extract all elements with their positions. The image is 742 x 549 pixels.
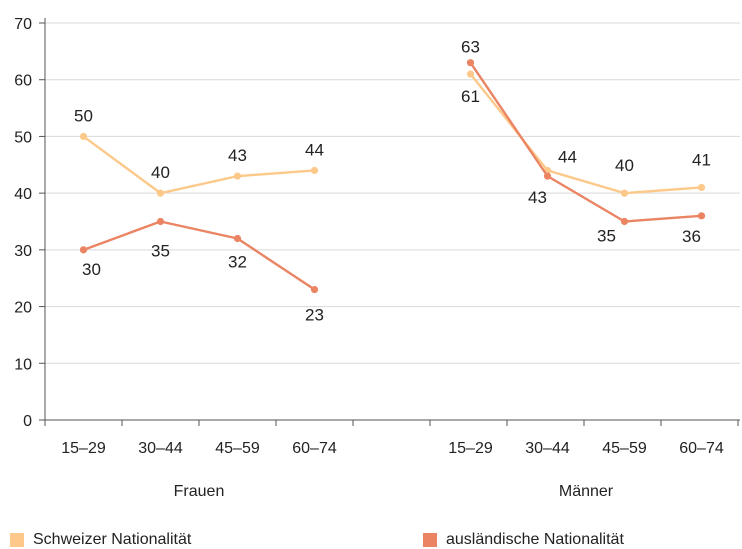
- data-label: 35: [151, 242, 170, 261]
- series-line: [469, 73, 702, 195]
- y-tick-label: 50: [14, 129, 32, 146]
- legend-label-foreign: ausländische Nationalität: [446, 531, 624, 548]
- y-tick-label: 30: [14, 243, 32, 260]
- line-chart: 0 10 20 30 40 50 60 70 15–29 30–44 45–59 60–74 Fraue…: [14, 16, 740, 500]
- data-point: [156, 189, 165, 197]
- x-tick-label: 15–29: [61, 440, 106, 457]
- x-tick-label: 45–59: [602, 440, 647, 457]
- data-point: [233, 172, 242, 180]
- data-point: [697, 212, 706, 220]
- data-label: 63: [461, 38, 480, 57]
- data-label: 61: [461, 87, 480, 106]
- data-label: 32: [228, 253, 247, 272]
- group-label: Frauen: [174, 483, 225, 500]
- series-line: [82, 135, 315, 195]
- data-point: [620, 217, 629, 226]
- data-label: 43: [228, 146, 247, 165]
- x-tick-label: 60–74: [679, 440, 724, 457]
- y-tick-label: 70: [14, 16, 32, 33]
- y-tick-label: 20: [14, 300, 32, 317]
- y-tick-label: 60: [14, 73, 32, 90]
- data-label: 30: [82, 260, 101, 279]
- series-line: [83, 220, 316, 291]
- y-tick-label: 10: [14, 356, 32, 373]
- x-tick-label: 30–44: [525, 440, 570, 457]
- y-tick-label: 40: [14, 186, 32, 203]
- data-label: 35: [597, 227, 616, 246]
- data-label: 44: [305, 140, 324, 159]
- legend-label-swiss: Schweizer Nationalität: [33, 531, 192, 548]
- data-point: [156, 217, 165, 226]
- group-label: Männer: [559, 483, 614, 500]
- series-line: [469, 62, 702, 223]
- data-label: 40: [151, 163, 170, 182]
- data-point: [310, 166, 319, 175]
- data-point: [543, 172, 552, 180]
- x-tick-label: 60–74: [292, 440, 337, 457]
- data-label: 50: [74, 106, 93, 125]
- y-tick-label: 0: [23, 413, 32, 430]
- data-point: [466, 70, 475, 78]
- data-point: [79, 132, 88, 141]
- data-point: [79, 246, 88, 254]
- x-tick-label: 30–44: [138, 440, 183, 457]
- x-tick-label: 15–29: [448, 440, 493, 457]
- x-tick-label: 45–59: [215, 440, 260, 457]
- legend-item-swiss: Schweizer Nationalität: [10, 531, 191, 549]
- data-label: 44: [558, 147, 577, 166]
- data-label: 40: [615, 156, 634, 175]
- data-label: 23: [305, 306, 324, 325]
- data-point: [310, 285, 319, 294]
- data-point: [620, 189, 629, 197]
- data-label: 43: [528, 188, 547, 207]
- data-point: [233, 234, 242, 243]
- legend-swatch-foreign: [423, 533, 437, 547]
- data-point: [466, 59, 475, 67]
- legend-item-foreign: ausländische Nationalität: [423, 531, 624, 549]
- data-point: [697, 183, 706, 192]
- data-label: 36: [682, 227, 701, 246]
- data-label: 41: [692, 150, 711, 169]
- legend-swatch-swiss: [10, 533, 24, 547]
